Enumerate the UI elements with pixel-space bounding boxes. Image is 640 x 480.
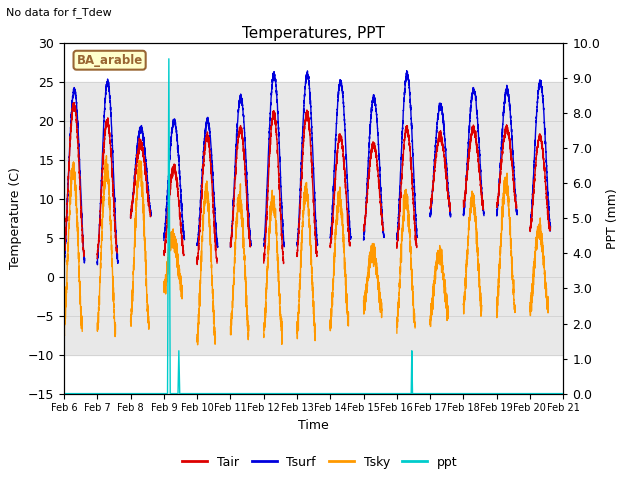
Title: Temperatures, PPT: Temperatures, PPT	[242, 25, 385, 41]
Y-axis label: PPT (mm): PPT (mm)	[605, 188, 619, 249]
X-axis label: Time: Time	[298, 419, 329, 432]
Y-axis label: Temperature (C): Temperature (C)	[10, 168, 22, 269]
Legend: Tair, Tsurf, Tsky, ppt: Tair, Tsurf, Tsky, ppt	[177, 451, 463, 474]
Text: BA_arable: BA_arable	[77, 54, 143, 67]
Bar	[64, 82, 563, 355]
Text: No data for f_Tdew: No data for f_Tdew	[6, 7, 112, 18]
